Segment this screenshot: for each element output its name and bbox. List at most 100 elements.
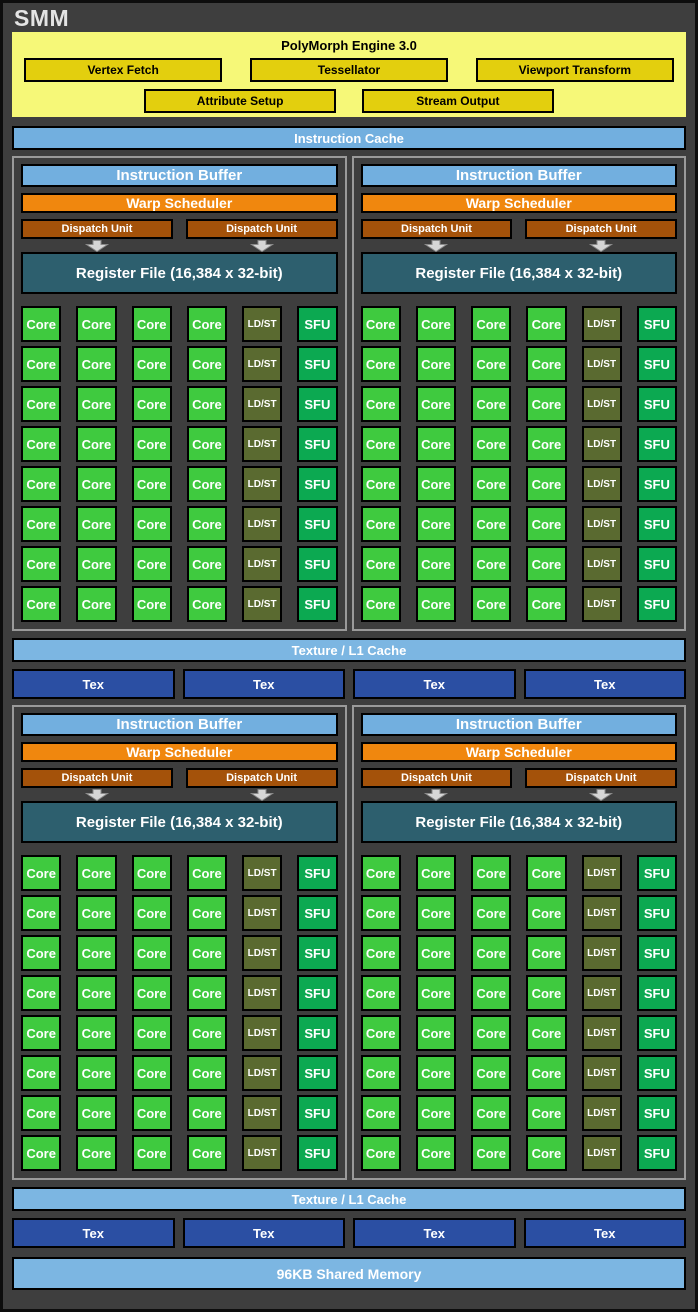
register-file: Register File (16,384 x 32-bit): [360, 252, 677, 294]
register-file: Register File (16,384 x 32-bit): [360, 801, 677, 843]
core-cell: Core: [360, 586, 401, 622]
core-cell: Core: [131, 1135, 172, 1171]
tex-unit: Tex: [523, 1218, 686, 1248]
core-cell: Core: [471, 506, 512, 542]
warp-scheduler: Warp Scheduler: [360, 742, 677, 762]
sfu-cell: SFU: [636, 1095, 677, 1131]
ldst-cell: LD/ST: [242, 1095, 283, 1131]
sfu-cell: SFU: [297, 1135, 338, 1171]
sfu-cell: SFU: [636, 935, 677, 971]
polymorph-engine: PolyMorph Engine 3.0 Vertex Fetch Tessel…: [12, 32, 686, 117]
down-arrow-icon: [525, 240, 677, 252]
core-cell: Core: [415, 975, 456, 1011]
down-arrow-icon: [361, 240, 513, 252]
core-cell: Core: [360, 935, 401, 971]
core-cell: Core: [471, 855, 512, 891]
register-file: Register File (16,384 x 32-bit): [21, 252, 338, 294]
warp-scheduler: Warp Scheduler: [21, 193, 338, 213]
core-cell: Core: [186, 1135, 227, 1171]
register-file: Register File (16,384 x 32-bit): [21, 801, 338, 843]
core-cell: Core: [76, 426, 117, 462]
core-cell: Core: [471, 895, 512, 931]
ldst-cell: LD/ST: [581, 506, 622, 542]
core-cell: Core: [471, 1095, 512, 1131]
sfu-cell: SFU: [297, 546, 338, 582]
dispatch-row: Dispatch Unit Dispatch Unit: [21, 768, 338, 788]
core-cell: Core: [186, 306, 227, 342]
core-cell: Core: [186, 895, 227, 931]
processing-partition-bottom-left: Instruction Buffer Warp Scheduler Dispat…: [12, 705, 347, 1180]
sfu-cell: SFU: [297, 306, 338, 342]
warp-scheduler: Warp Scheduler: [360, 193, 677, 213]
core-cell: Core: [471, 546, 512, 582]
sfu-cell: SFU: [297, 1095, 338, 1131]
texture-l1-cache-top: Texture / L1 Cache: [12, 638, 686, 662]
ldst-cell: LD/ST: [581, 975, 622, 1011]
core-cell: Core: [21, 1095, 62, 1131]
core-cell: Core: [360, 1135, 401, 1171]
ldst-cell: LD/ST: [581, 855, 622, 891]
core-cell: Core: [360, 855, 401, 891]
core-cell: Core: [415, 546, 456, 582]
sfu-cell: SFU: [636, 975, 677, 1011]
core-cell: Core: [21, 346, 62, 382]
core-cell: Core: [21, 935, 62, 971]
sfu-cell: SFU: [636, 1135, 677, 1171]
core-cell: Core: [360, 306, 401, 342]
core-cell: Core: [76, 1015, 117, 1051]
processing-partition-top-left: Instruction Buffer Warp Scheduler Dispat…: [12, 156, 347, 631]
sfu-cell: SFU: [636, 346, 677, 382]
shared-memory: 96KB Shared Memory: [12, 1257, 686, 1290]
dispatch-unit: Dispatch Unit: [185, 219, 338, 239]
dispatch-row: Dispatch Unit Dispatch Unit: [360, 768, 677, 788]
ldst-cell: LD/ST: [242, 975, 283, 1011]
ldst-cell: LD/ST: [242, 586, 283, 622]
processing-partition-bottom-right: Instruction Buffer Warp Scheduler Dispat…: [351, 705, 686, 1180]
core-cell: Core: [526, 1015, 567, 1051]
core-cell: Core: [186, 546, 227, 582]
core-cell: Core: [471, 1015, 512, 1051]
core-cell: Core: [526, 586, 567, 622]
tex-unit: Tex: [12, 1218, 175, 1248]
sfu-cell: SFU: [297, 586, 338, 622]
sfu-cell: SFU: [297, 346, 338, 382]
dispatch-unit: Dispatch Unit: [185, 768, 338, 788]
down-arrow-icon: [186, 789, 338, 801]
sfu-cell: SFU: [297, 1055, 338, 1091]
core-cell: Core: [526, 1055, 567, 1091]
ldst-cell: LD/ST: [242, 1135, 283, 1171]
tex-unit: Tex: [523, 669, 686, 699]
core-cell: Core: [415, 386, 456, 422]
core-cell: Core: [21, 466, 62, 502]
ldst-cell: LD/ST: [242, 1055, 283, 1091]
core-cell: Core: [186, 386, 227, 422]
core-cell: Core: [186, 586, 227, 622]
core-cell: Core: [415, 1015, 456, 1051]
sfu-cell: SFU: [297, 935, 338, 971]
ldst-cell: LD/ST: [581, 346, 622, 382]
instruction-buffer: Instruction Buffer: [21, 713, 338, 736]
core-cell: Core: [131, 586, 172, 622]
ldst-cell: LD/ST: [581, 1095, 622, 1131]
polymorph-engine-title: PolyMorph Engine 3.0: [281, 38, 417, 53]
ldst-cell: LD/ST: [242, 546, 283, 582]
core-cell: Core: [526, 855, 567, 891]
core-cell: Core: [21, 1135, 62, 1171]
tex-row-top: Tex Tex Tex Tex: [12, 669, 686, 699]
core-cell: Core: [76, 1135, 117, 1171]
sfu-cell: SFU: [636, 1015, 677, 1051]
tex-unit: Tex: [182, 669, 345, 699]
core-cell: Core: [526, 975, 567, 1011]
core-cell: Core: [526, 346, 567, 382]
core-cell: Core: [471, 1135, 512, 1171]
dispatch-unit: Dispatch Unit: [21, 219, 173, 239]
core-cell: Core: [131, 426, 172, 462]
core-cell: Core: [526, 306, 567, 342]
instruction-cache: Instruction Cache: [12, 126, 686, 150]
core-cell: Core: [415, 935, 456, 971]
core-cell: Core: [21, 895, 62, 931]
down-arrow-icon: [21, 789, 173, 801]
core-cell: Core: [76, 855, 117, 891]
tex-unit: Tex: [353, 1218, 516, 1248]
